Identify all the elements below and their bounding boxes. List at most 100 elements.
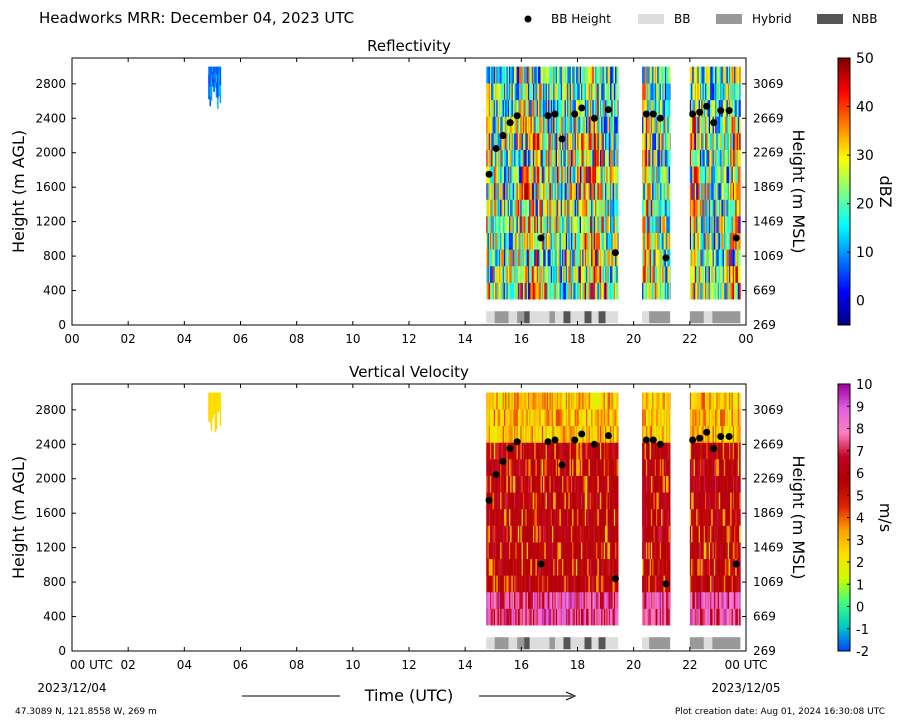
colorbar-tick-label: 50	[856, 51, 874, 67]
bb-type-segment	[598, 311, 606, 324]
y-right-tick-label: 2269	[753, 472, 784, 486]
x-tick-label: 02	[121, 332, 136, 346]
bb-type-strip	[486, 637, 741, 650]
bb-height-point	[662, 254, 670, 262]
bb-type-segment	[570, 311, 585, 324]
legend: BB Height BB Hybrid NBB	[524, 12, 877, 26]
bb-height-point	[604, 106, 612, 114]
y-right-tick-label: 3069	[753, 403, 784, 417]
bb-height-point	[717, 433, 725, 441]
x-tick-label: 16	[514, 658, 529, 672]
bb-type-segment	[584, 637, 592, 650]
bb-height-point	[590, 440, 598, 448]
bb-type-segment	[605, 637, 619, 650]
y-tick-label: 1200	[35, 215, 66, 229]
x-tick-label: 04	[177, 658, 192, 672]
x-tick-label: 06	[233, 332, 248, 346]
colorbar-tick-label: 6	[856, 467, 864, 482]
bb-height-point	[544, 112, 552, 120]
bb-height-point	[513, 438, 521, 446]
y-tick-label: 2800	[35, 403, 66, 417]
bb-type-segment	[494, 311, 509, 324]
bb-type-segment	[517, 637, 525, 650]
y-axis-label-right: Height (m MSL)	[789, 129, 808, 253]
y-axis-label: Height (m AGL)	[9, 456, 28, 579]
y-right-tick-label: 269	[753, 644, 776, 658]
y-tick-label: 2400	[35, 437, 66, 451]
x-tick-label: 12	[401, 332, 416, 346]
bb-type-segment	[555, 637, 564, 650]
y-tick-label: 0	[58, 318, 66, 332]
bb-height-point	[590, 114, 598, 122]
bb-height-point	[485, 170, 493, 178]
bb-height-point	[551, 436, 559, 444]
bb-type-segment	[703, 311, 713, 324]
bb-type-segment	[549, 637, 556, 650]
legend-marker-bb-height	[524, 15, 532, 23]
y-right-tick-label: 3069	[753, 77, 784, 91]
bb-type-segment	[517, 311, 525, 324]
bb-type-segment	[649, 637, 671, 650]
bb-height-point	[732, 234, 740, 242]
bb-height-point	[537, 560, 545, 568]
colorbar-tick-label: 5	[856, 489, 864, 504]
x-tick-label: 04	[177, 332, 192, 346]
bb-type-segment	[508, 637, 518, 650]
legend-label: BB Height	[551, 12, 611, 26]
colorbar-label: dBZ	[876, 175, 895, 207]
colorbar-tick-label: 10	[856, 245, 874, 261]
bb-type-segment	[508, 311, 518, 324]
bb-type-strip	[486, 311, 741, 324]
y-tick-label: 0	[58, 644, 66, 658]
y-right-tick-label: 2269	[753, 146, 784, 160]
y-tick-label: 2800	[35, 77, 66, 91]
time-arrow-head	[565, 691, 577, 701]
y-tick-label: 2000	[35, 472, 66, 486]
bb-type-segment	[570, 637, 585, 650]
x-tick-label: 00 UTC	[70, 658, 113, 672]
bb-height-point	[696, 108, 704, 116]
y-tick-label: 800	[43, 575, 66, 589]
x-tick-label: 22	[682, 658, 697, 672]
bb-height-point	[642, 436, 650, 444]
bb-height-point	[642, 110, 650, 118]
y-tick-label: 400	[43, 284, 66, 298]
bb-height-point	[662, 580, 670, 588]
bb-height-point	[558, 461, 566, 469]
colorbar: 0 10 20 30 40 50 dBZ	[837, 51, 895, 326]
bb-height-point	[732, 560, 740, 568]
colorbar-tick-label: 0	[856, 294, 865, 310]
x-tick-label: 10	[345, 658, 360, 672]
bb-type-segment	[529, 637, 550, 650]
x-tick-label: 20	[626, 658, 641, 672]
bb-type-segment	[529, 311, 550, 324]
x-tick-label: 08	[289, 332, 304, 346]
bb-type-segment	[584, 311, 592, 324]
colorbar-label: m/s	[876, 503, 895, 532]
bb-type-segment	[703, 637, 713, 650]
x-tick-label: 18	[570, 332, 585, 346]
bb-height-point	[558, 135, 566, 143]
bb-height-point	[611, 575, 619, 583]
y-tick-label: 2000	[35, 146, 66, 160]
bb-height-point	[571, 436, 579, 444]
bb-height-point	[492, 144, 500, 152]
y-right-tick-label: 1069	[753, 249, 784, 263]
bb-type-segment	[649, 311, 671, 324]
bb-height-point	[578, 104, 586, 112]
bb-type-segment	[689, 311, 704, 324]
bb-height-point	[717, 107, 725, 115]
y-tick-label: 400	[43, 610, 66, 624]
colorbar-tick-label: 20	[856, 197, 874, 213]
colorbar-tick-label: -2	[856, 645, 869, 660]
legend-label: BB	[674, 12, 690, 26]
colorbar-tick-label: 30	[856, 148, 874, 164]
x-tick-label: 22	[682, 332, 697, 346]
bb-type-segment	[524, 637, 530, 650]
x-tick-label: 14	[458, 658, 473, 672]
legend-label: Hybrid	[752, 12, 792, 26]
bb-type-segment	[712, 637, 741, 650]
bb-type-segment	[591, 311, 599, 324]
